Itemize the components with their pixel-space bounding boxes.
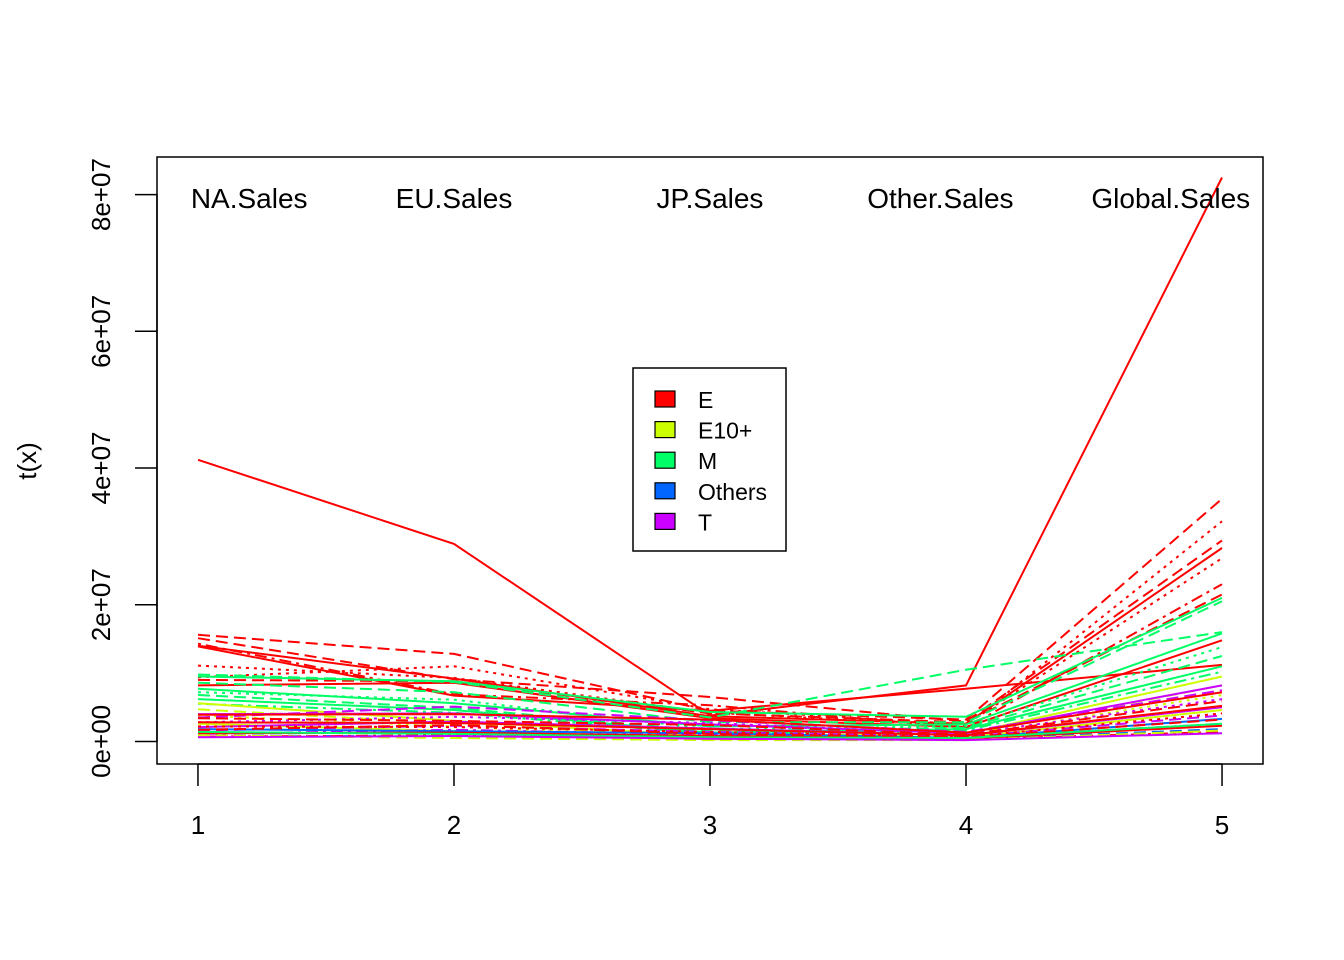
x-tick-label: 4 (959, 810, 973, 840)
y-axis-title: t(x) (12, 442, 42, 480)
series-line-m-37 (197, 722, 1223, 740)
series-line-m-13 (197, 632, 1223, 728)
annotation-eu-sales: EU.Sales (396, 183, 513, 214)
series-line-e-31 (197, 700, 1223, 736)
series-line-m-11 (197, 596, 1223, 718)
legend-label: E10+ (698, 418, 752, 444)
y-tick-label: 0e+00 (86, 705, 116, 778)
series-line-e-34 (197, 718, 1223, 739)
series-line-e-1 (197, 547, 1223, 725)
series-line-e-5 (197, 583, 1223, 729)
series-line-e-6 (197, 557, 1223, 726)
series-line-e-7 (197, 593, 1223, 724)
series-line-t-39 (197, 732, 1223, 742)
legend-label: E (698, 387, 713, 413)
legend-swatch-e (654, 390, 676, 408)
y-axis: 0e+00 2e+07 4e+07 6e+07 8e+07 (86, 158, 158, 778)
y-tick-label: 6e+07 (86, 295, 116, 368)
legend-swatch-others (654, 482, 676, 500)
y-tick-label: 2e+07 (86, 568, 116, 641)
legend-swatch-t (654, 512, 676, 531)
legend-label: M (698, 448, 717, 474)
x-tick-label: 2 (447, 810, 461, 840)
legend-swatch-m (654, 451, 676, 469)
annotation-jp-sales: JP.Sales (657, 183, 764, 214)
y-tick-label: 8e+07 (86, 158, 116, 231)
series-line-e-32 (197, 704, 1223, 737)
y-tick-label: 4e+07 (86, 431, 116, 504)
legend-swatch-e10 (654, 421, 676, 439)
x-tick-label: 5 (1215, 810, 1229, 840)
series-line-e-30 (197, 691, 1223, 734)
series-line-t-24 (197, 698, 1223, 735)
x-tick-label: 1 (191, 810, 205, 840)
x-tick-label: 3 (703, 810, 717, 840)
series-lines (197, 177, 1223, 742)
annotation-other-sales: Other.Sales (867, 183, 1013, 214)
series-line-e-2 (197, 498, 1223, 721)
x-axis: 1 2 3 4 5 (191, 763, 1229, 840)
legend: E E10+ M Others T (632, 367, 787, 552)
series-line-e-3 (197, 539, 1223, 723)
legend-label: Others (698, 479, 767, 505)
legend-label: T (698, 509, 712, 535)
annotation-na-sales: NA.Sales (191, 183, 308, 214)
annotation-global-sales: Global.Sales (1091, 183, 1250, 214)
column-labels: NA.Sales EU.Sales JP.Sales Other.Sales G… (191, 183, 1250, 214)
